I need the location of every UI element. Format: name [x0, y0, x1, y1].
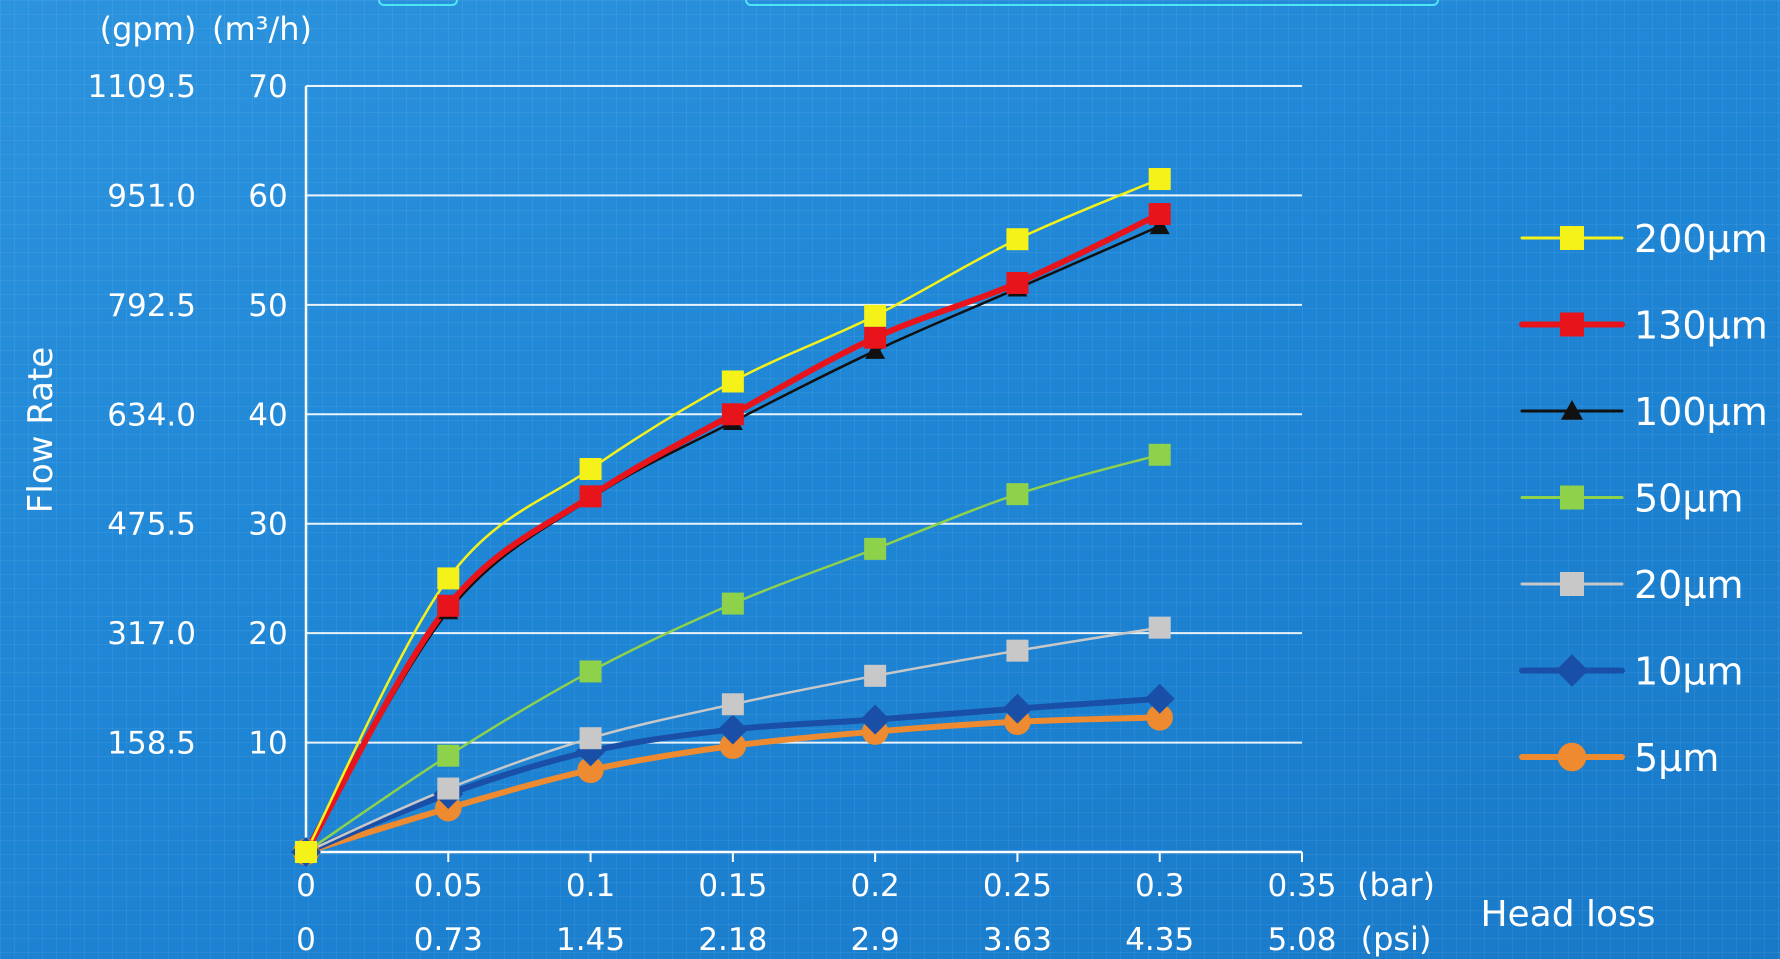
legend-label: 100µm	[1634, 390, 1768, 434]
data-point	[864, 537, 887, 560]
legend-marker	[1560, 226, 1584, 250]
data-point	[719, 732, 747, 760]
data-point	[864, 664, 887, 687]
x-unit-psi: (psi)	[1361, 920, 1432, 958]
y-tick-label-gpm: 951.0	[107, 178, 196, 214]
x-tick-label-bar: 0.2	[850, 868, 899, 904]
legend-marker	[1561, 400, 1583, 420]
y-tick-label-gpm: 475.5	[107, 507, 196, 543]
x-tick-label-psi: 2.9	[850, 922, 899, 958]
y-unit-m3h: (m³/h)	[212, 10, 312, 48]
y-tick-label-gpm: 317.0	[107, 616, 196, 652]
data-point	[1148, 616, 1171, 639]
data-point	[1144, 683, 1175, 714]
data-point	[1006, 271, 1029, 294]
data-point	[579, 660, 602, 683]
legend-label: 50µm	[1634, 477, 1744, 521]
top-decoration-right	[745, 0, 1439, 6]
data-point	[295, 841, 317, 863]
y-tick-label-gpm: 792.5	[107, 288, 196, 324]
data-point	[579, 727, 602, 750]
y-tick-label-m3h: 20	[248, 616, 287, 652]
data-point	[1002, 693, 1033, 724]
data-point	[437, 567, 460, 590]
y-tick-label-gpm: 158.5	[107, 726, 196, 762]
data-point	[1006, 228, 1029, 251]
x-unit-bar: (bar)	[1357, 866, 1435, 904]
legend-marker	[1560, 312, 1584, 337]
legend-label: 5µm	[1634, 736, 1719, 780]
data-point	[437, 777, 460, 800]
data-point	[860, 704, 891, 735]
y-axis-label: Flow Rate	[21, 347, 61, 513]
data-point	[579, 485, 602, 508]
data-point	[1149, 216, 1170, 235]
data-point	[865, 340, 886, 359]
data-point	[721, 370, 744, 393]
x-tick-label-psi: 2.18	[698, 922, 767, 958]
data-point	[864, 304, 887, 327]
y-tick-label-m3h: 10	[248, 726, 287, 762]
x-tick-label-psi: 4.35	[1125, 922, 1194, 958]
legend-marker	[1555, 654, 1589, 687]
x-tick-label-psi: 5.08	[1267, 922, 1336, 958]
x-tick-label-bar: 0	[296, 868, 316, 904]
data-point	[864, 326, 887, 349]
legend-marker	[1560, 485, 1584, 510]
x-tick-label-psi: 0.73	[414, 922, 483, 958]
data-point	[579, 458, 602, 480]
data-point	[721, 693, 744, 716]
legend-label: 20µm	[1634, 563, 1744, 607]
data-point	[437, 744, 460, 767]
data-point	[1006, 639, 1029, 662]
y-tick-label-m3h: 70	[248, 69, 287, 105]
data-point	[721, 592, 744, 615]
series-line	[304, 453, 1161, 854]
y-unit-gpm: (gpm)	[100, 10, 197, 48]
x-tick-label-bar: 0.05	[414, 868, 483, 904]
data-point	[437, 594, 460, 617]
data-point	[1146, 704, 1173, 731]
y-tick-label-gpm: 634.0	[107, 397, 196, 433]
data-point	[717, 714, 748, 745]
data-point	[1006, 483, 1029, 506]
x-tick-label-bar: 0.15	[698, 868, 767, 904]
x-tick-label-psi: 0	[296, 922, 316, 958]
y-tick-label-m3h: 30	[248, 507, 287, 543]
x-tick-label-psi: 3.63	[983, 922, 1052, 958]
y-tick-label-gpm: 1109.5	[88, 69, 196, 105]
data-point	[1148, 168, 1171, 191]
data-point	[1148, 203, 1171, 226]
legend-marker	[1560, 572, 1584, 596]
data-point	[721, 403, 744, 426]
data-point	[1148, 443, 1171, 466]
legend-label: 200µm	[1634, 217, 1768, 261]
y-tick-label-m3h: 60	[248, 178, 287, 214]
legend-label: 10µm	[1634, 650, 1744, 694]
legend-label: 130µm	[1634, 304, 1768, 348]
x-tick-label-bar: 0.35	[1267, 868, 1336, 904]
x-tick-label-bar: 0.25	[983, 868, 1052, 904]
x-axis-label: Head loss	[1480, 894, 1655, 935]
x-tick-label-bar: 0.1	[566, 868, 615, 904]
x-tick-label-psi: 1.45	[556, 922, 625, 958]
x-tick-label-bar: 0.3	[1135, 868, 1184, 904]
y-tick-label-m3h: 40	[248, 397, 287, 433]
legend-marker	[1557, 742, 1587, 772]
y-tick-label-m3h: 50	[248, 288, 287, 324]
data-point	[577, 756, 604, 784]
top-decoration-left	[378, 0, 458, 6]
